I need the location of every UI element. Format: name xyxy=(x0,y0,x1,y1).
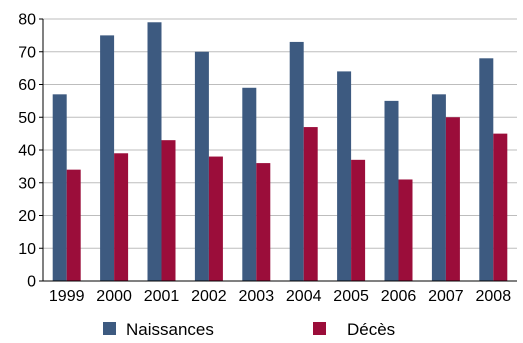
y-tick-label: 20 xyxy=(18,208,36,225)
bars xyxy=(52,22,508,282)
bar-deces xyxy=(351,159,366,281)
legend-swatch xyxy=(313,322,326,335)
bar-deces xyxy=(303,127,318,281)
bar-deces xyxy=(256,163,271,281)
bar-naissances xyxy=(147,22,162,282)
x-tick-label: 2008 xyxy=(476,288,512,305)
y-tick-label: 80 xyxy=(18,12,36,29)
bar-naissances xyxy=(242,87,257,282)
legend-swatch xyxy=(103,322,116,335)
legend-label: Naissances xyxy=(126,320,214,339)
y-tick-label: 30 xyxy=(18,175,36,192)
bar-naissances xyxy=(384,100,399,281)
legend: Naissances Décès xyxy=(103,320,395,339)
bar-deces xyxy=(398,179,413,281)
bar-naissances xyxy=(194,51,209,281)
bar-naissances xyxy=(337,71,352,282)
y-tick-label: 50 xyxy=(18,110,36,127)
y-tick-label: 40 xyxy=(18,143,36,160)
x-tick-label: 2003 xyxy=(239,288,275,305)
x-tick-label: 2001 xyxy=(144,288,180,305)
axes xyxy=(39,18,517,282)
bar-deces xyxy=(66,169,81,281)
bar-deces xyxy=(493,133,508,281)
x-tick-label: 2000 xyxy=(96,288,132,305)
bar-deces xyxy=(161,140,176,281)
bar-deces xyxy=(445,117,460,281)
y-tick-label: 0 xyxy=(27,274,36,291)
x-tick-label: 2006 xyxy=(381,288,417,305)
legend-label: Décès xyxy=(347,320,395,339)
bar-naissances xyxy=(52,94,67,281)
x-tick-label: 2002 xyxy=(191,288,227,305)
bar-naissances xyxy=(479,58,494,281)
y-tick-label: 70 xyxy=(18,44,36,61)
bar-naissances xyxy=(100,35,115,281)
y-tick-label: 60 xyxy=(18,77,36,94)
bar-naissances xyxy=(289,41,304,281)
y-tick-labels: 0 10 20 30 40 50 60 70 80 xyxy=(18,12,36,291)
x-tick-label: 2005 xyxy=(333,288,369,305)
x-tick-label: 2004 xyxy=(286,288,322,305)
x-tick-labels: 1999 2000 2001 2002 2003 2004 2005 2006 2007 2008 xyxy=(49,288,511,305)
y-tick-label: 10 xyxy=(18,241,36,258)
bar-naissances xyxy=(431,94,446,281)
x-tick-label: 2007 xyxy=(428,288,464,305)
bar-deces xyxy=(208,156,223,281)
bar-deces xyxy=(114,153,129,281)
x-tick-label: 1999 xyxy=(49,288,85,305)
